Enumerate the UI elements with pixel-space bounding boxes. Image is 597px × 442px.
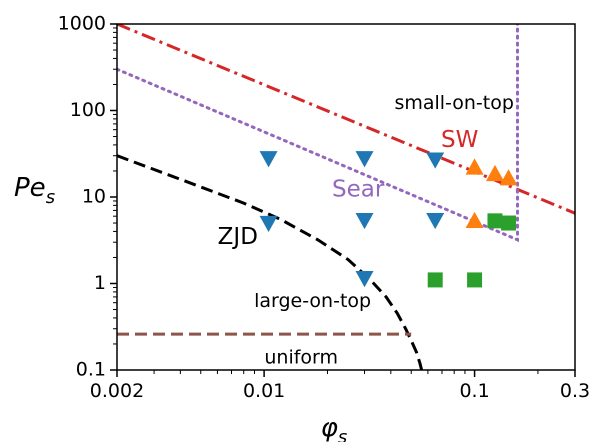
y-tick-label-100: 100 xyxy=(70,99,106,121)
line-sear xyxy=(117,24,519,243)
marker-square-2 xyxy=(501,215,517,231)
label-sw: SW xyxy=(441,127,478,153)
marker-triangle-up-4 xyxy=(465,211,484,229)
y-tick-label-1000: 1000 xyxy=(58,13,106,35)
x-axis-title-main: φ xyxy=(321,413,338,442)
marker-square-3 xyxy=(427,272,443,288)
y-axis-title-main: Pe xyxy=(14,173,46,203)
marker-triangle-down-4 xyxy=(355,212,374,230)
x-axis-title: φs xyxy=(321,413,348,442)
x-tick-label-0-002: 0.002 xyxy=(90,380,144,402)
label-sear: Sear xyxy=(332,177,385,203)
marker-triangle-down-7 xyxy=(426,212,445,230)
y-tick-label-1: 1 xyxy=(94,272,106,294)
marker-triangle-up-2 xyxy=(485,164,504,182)
x-tick-label-0-3: 0.3 xyxy=(560,380,590,402)
marker-square-1 xyxy=(487,213,503,229)
line-sw xyxy=(117,24,575,215)
annotations: small-on-top SW Sear ZJD large-on-top uniform xyxy=(218,92,514,368)
marker-triangle-down-5 xyxy=(355,271,374,288)
y-tick-label-0-1: 0.1 xyxy=(76,359,106,381)
marker-square-4 xyxy=(467,272,483,288)
y-axis-title-sub: s xyxy=(46,187,55,208)
label-small-on-top: small-on-top xyxy=(394,92,513,114)
y-axis-title: Pes xyxy=(14,173,55,208)
label-uniform: uniform xyxy=(264,346,338,368)
axis-ticks: 0.002 0.01 0.1 0.3 0.1 1 10 100 1000 xyxy=(58,13,590,403)
marker-triangle-up-1 xyxy=(465,158,484,175)
x-tick-label-0-01: 0.01 xyxy=(243,380,285,402)
line-zjd xyxy=(117,154,424,370)
y-tick-label-10: 10 xyxy=(82,186,106,208)
marker-triangle-down-2 xyxy=(259,215,278,233)
marker-triangle-down-6 xyxy=(426,152,445,169)
reference-lines xyxy=(117,24,575,370)
marker-triangle-down-1 xyxy=(259,151,278,168)
label-large-on-top: large-on-top xyxy=(254,290,371,312)
marker-triangle-up-3 xyxy=(499,169,518,186)
marker-triangle-down-3 xyxy=(355,151,374,168)
x-tick-label-0-1: 0.1 xyxy=(459,380,489,402)
x-axis-title-sub: s xyxy=(338,427,347,442)
label-zjd: ZJD xyxy=(218,224,258,250)
data-markers xyxy=(259,151,518,288)
